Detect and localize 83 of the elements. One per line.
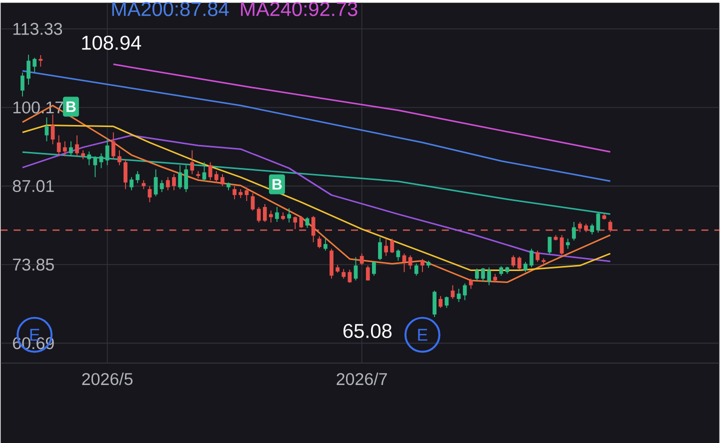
candlestick bbox=[130, 176, 134, 191]
candlestick bbox=[99, 152, 104, 169]
candlestick bbox=[536, 250, 540, 262]
candlestick bbox=[590, 223, 594, 235]
point bbox=[404, 316, 440, 353]
candlestick bbox=[232, 186, 237, 200]
candlestick bbox=[50, 114, 55, 145]
candlestick bbox=[136, 170, 140, 184]
candlestick bbox=[178, 164, 182, 190]
candlestick bbox=[32, 57, 37, 74]
candlestick bbox=[396, 248, 400, 262]
candlestick bbox=[160, 180, 164, 193]
text: E bbox=[418, 328, 428, 341]
candlestick bbox=[596, 212, 600, 234]
candlestick bbox=[317, 236, 322, 249]
candlestick bbox=[408, 254, 412, 270]
x-tick-label: 2026/7 bbox=[336, 372, 387, 386]
candlestick bbox=[530, 248, 534, 268]
candlestick bbox=[75, 134, 79, 157]
candlestick bbox=[20, 72, 24, 97]
candlestick bbox=[268, 210, 273, 223]
candlestick bbox=[87, 151, 92, 166]
candlestick bbox=[111, 132, 116, 160]
candlestick bbox=[190, 150, 194, 175]
candlestick bbox=[517, 256, 522, 270]
candlestick bbox=[184, 164, 188, 193]
candlestick bbox=[456, 288, 461, 302]
text: B bbox=[272, 179, 282, 190]
candlestick bbox=[560, 234, 564, 256]
candlestick bbox=[511, 254, 516, 268]
candlestick bbox=[275, 206, 279, 222]
annotation: 108.94 bbox=[82, 36, 142, 50]
candlestick bbox=[117, 150, 122, 166]
candlestick bbox=[166, 176, 170, 191]
candlestick bbox=[172, 174, 176, 191]
candlestick bbox=[481, 267, 485, 282]
y-tick-label: 113.33 bbox=[13, 22, 62, 35]
candlestick bbox=[287, 208, 292, 223]
candlestick bbox=[208, 162, 212, 181]
candlestick bbox=[566, 238, 570, 250]
y-tick-label: 73.85 bbox=[13, 258, 54, 271]
line-series bbox=[112, 64, 612, 153]
candlestick bbox=[154, 168, 158, 197]
candlestick bbox=[105, 138, 110, 166]
candlestick bbox=[444, 296, 449, 308]
candlestick bbox=[26, 54, 30, 86]
candlestick bbox=[360, 253, 364, 266]
candlestick bbox=[148, 186, 152, 203]
candlestick bbox=[372, 261, 376, 276]
annotation: 65.08 bbox=[343, 324, 392, 338]
candlestick bbox=[438, 296, 443, 308]
x-tick-label: 2026/5 bbox=[82, 372, 133, 386]
candlestick bbox=[384, 238, 388, 256]
candlestick bbox=[468, 278, 473, 290]
candlestick bbox=[390, 238, 394, 254]
candlestick bbox=[44, 116, 49, 142]
candlestick bbox=[342, 268, 346, 280]
candlestick bbox=[366, 265, 370, 281]
candlestick bbox=[414, 263, 418, 276]
candlestick bbox=[432, 290, 436, 318]
candlestick bbox=[420, 258, 424, 273]
candlestick bbox=[462, 282, 467, 301]
y-tick-label: 87.01 bbox=[12, 180, 54, 192]
candlestick bbox=[487, 266, 492, 286]
text: MA240:92.73 bbox=[241, 2, 358, 16]
candlestick bbox=[572, 221, 576, 241]
candlestick bbox=[220, 174, 224, 187]
candlestick bbox=[378, 237, 382, 261]
candlestick bbox=[244, 186, 249, 202]
series-label: B bbox=[66, 102, 76, 112]
candlestick bbox=[324, 238, 328, 252]
candlestick bbox=[548, 236, 552, 255]
candlestick bbox=[214, 170, 218, 184]
candlestick bbox=[124, 158, 128, 190]
candlestick bbox=[93, 156, 98, 178]
candlestick bbox=[293, 216, 298, 230]
candlestick bbox=[262, 204, 267, 222]
candlestick bbox=[69, 140, 73, 157]
candlestick bbox=[475, 268, 479, 281]
candlestick bbox=[56, 134, 61, 157]
candlestick bbox=[524, 261, 528, 273]
candlestick bbox=[62, 140, 67, 157]
text: MA200:87.84 bbox=[112, 2, 229, 16]
